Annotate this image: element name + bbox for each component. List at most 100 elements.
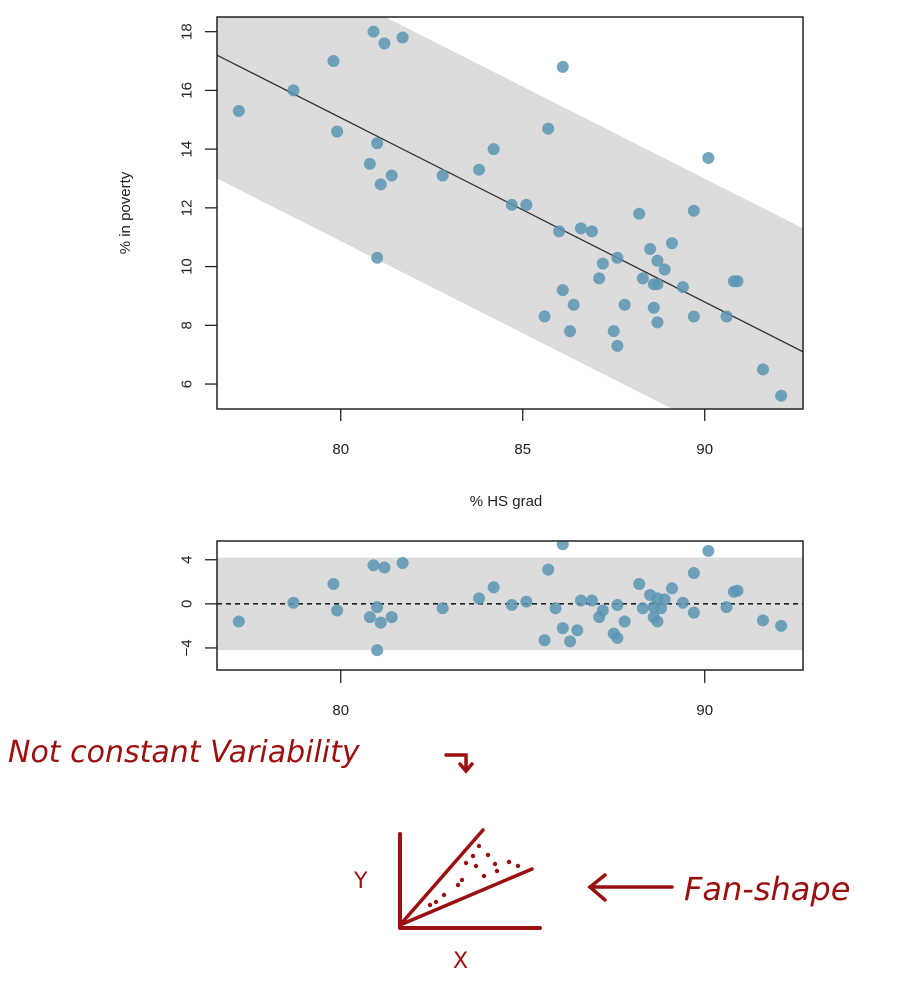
- data-point: [644, 242, 657, 255]
- residual-point: [676, 596, 689, 609]
- data-point: [687, 204, 700, 217]
- residual-point: [720, 601, 733, 614]
- data-point: [720, 310, 733, 323]
- residual-point: [327, 578, 340, 590]
- data-point: [611, 251, 624, 264]
- data-point: [636, 272, 649, 285]
- data-point: [520, 198, 533, 211]
- data-point: [396, 31, 409, 44]
- residual-point: [775, 619, 788, 632]
- residual-point: [538, 634, 551, 647]
- residual-point: [385, 611, 398, 624]
- data-point: [487, 143, 500, 156]
- data-point: [611, 339, 624, 352]
- x-axis-title: % HS grad: [470, 493, 543, 510]
- residual-point: [651, 615, 664, 628]
- data-point: [371, 251, 384, 264]
- residual-x-tick-label: 80: [332, 702, 349, 719]
- residual-point: [574, 594, 587, 607]
- residual-point: [658, 593, 671, 606]
- x-tick-label: 80: [332, 441, 349, 458]
- main-scatter-plot: 6 8 10 12 14 16 18 80 85 90 % in poverty % HS gr…: [117, 16, 804, 510]
- data-point: [702, 151, 715, 164]
- sketch-y-label: Y: [353, 869, 368, 894]
- residual-point: [378, 561, 391, 574]
- data-point: [564, 325, 577, 338]
- residual-point: [596, 604, 609, 617]
- residual-point: [371, 601, 384, 614]
- data-point: [374, 178, 387, 191]
- data-point: [647, 301, 660, 314]
- residual-y-tick-label: −4: [179, 639, 196, 656]
- sketch-x-label: X: [453, 949, 468, 974]
- data-point: [651, 278, 664, 291]
- residual-point: [611, 632, 624, 645]
- residual-point: [331, 604, 344, 617]
- x-tick-label: 90: [696, 441, 713, 458]
- residual-x-tick-label: 90: [696, 702, 713, 719]
- data-point: [775, 389, 788, 402]
- data-point: [232, 104, 245, 117]
- residual-plot: −4 0 4 80 90: [179, 540, 804, 719]
- residual-point: [585, 594, 598, 607]
- data-point: [585, 225, 598, 238]
- data-point: [385, 169, 398, 182]
- residual-point: [436, 602, 449, 615]
- residual-point: [687, 566, 700, 579]
- residual-point: [665, 582, 678, 595]
- residual-point: [611, 598, 624, 611]
- residual-point: [564, 635, 577, 648]
- residual-point: [367, 559, 380, 572]
- residual-y-tick-label: 0: [179, 600, 196, 608]
- residual-point: [487, 581, 500, 594]
- data-point: [567, 298, 580, 311]
- y-tick-label: 12: [179, 200, 196, 217]
- residual-point: [731, 584, 744, 597]
- y-axis-title: % in poverty: [117, 171, 134, 254]
- data-point: [593, 272, 606, 285]
- y-axis: 6 8 10 12 14 16 18: [179, 23, 217, 388]
- fan-shape-label: Fan-shape: [684, 870, 850, 908]
- residual-y-axis: −4 0 4: [179, 556, 217, 657]
- residual-point: [702, 544, 715, 557]
- data-point: [538, 310, 551, 323]
- residual-y-tick-label: 4: [179, 556, 196, 564]
- data-point: [574, 222, 587, 235]
- data-point: [556, 284, 569, 297]
- residual-point: [374, 616, 387, 629]
- residual-point: [542, 563, 555, 576]
- data-point: [618, 298, 631, 311]
- not-constant-variability-note: Not constant Variability: [8, 735, 361, 770]
- y-tick-label: 14: [179, 141, 196, 158]
- data-point: [371, 137, 384, 150]
- residual-point: [549, 602, 562, 615]
- residual-point: [505, 598, 518, 611]
- x-axis: 80 85 90: [332, 409, 713, 458]
- data-point: [658, 263, 671, 276]
- data-point: [367, 25, 380, 38]
- residual-point: [571, 624, 584, 637]
- y-tick-label: 8: [179, 321, 196, 329]
- residual-point: [363, 611, 376, 624]
- data-point: [436, 169, 449, 182]
- residual-points: [232, 541, 788, 657]
- data-points: [232, 25, 788, 402]
- residual-point: [520, 595, 533, 608]
- data-point: [596, 257, 609, 270]
- residual-point: [396, 557, 409, 570]
- residual-point: [633, 578, 646, 590]
- data-point: [473, 163, 486, 176]
- data-point: [665, 237, 678, 250]
- residual-point: [618, 615, 631, 628]
- plot-frame: [216, 16, 804, 410]
- residual-point: [556, 541, 569, 551]
- data-point: [651, 254, 664, 267]
- fan-shape-sketch: [398, 828, 542, 930]
- data-point: [651, 316, 664, 329]
- residual-point: [232, 615, 245, 628]
- data-point: [363, 157, 376, 170]
- data-point: [687, 310, 700, 323]
- residual-point: [756, 614, 769, 627]
- x-tick-label: 85: [514, 441, 531, 458]
- data-point: [505, 198, 518, 211]
